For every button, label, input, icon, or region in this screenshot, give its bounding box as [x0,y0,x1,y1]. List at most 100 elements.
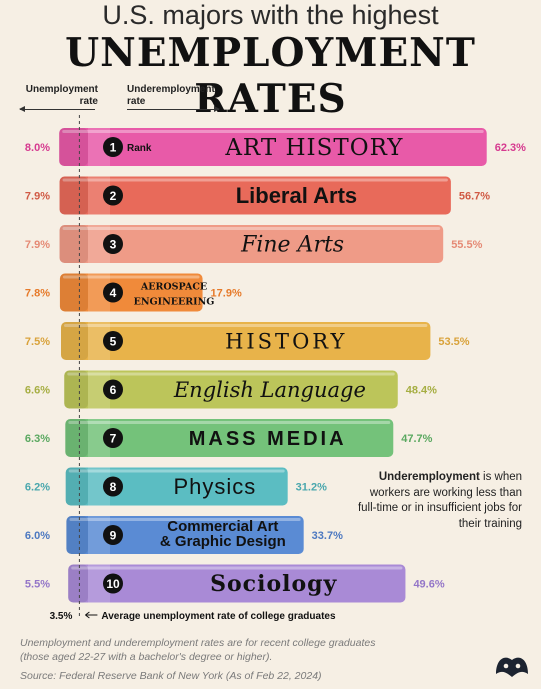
rank-number-9: 9 [110,529,117,543]
bar-10 [68,564,406,603]
unemployment-axis-label-line1: Unemployment [25,84,98,95]
page-title: UNEMPLOYMENT RATES [65,30,476,122]
unemployment-value-7: 6.3% [25,433,50,445]
title-top: U.S. majors with the highest [102,0,439,30]
major-name-9-line1: Commercial Art [167,518,278,535]
major-name-6: English Language [173,378,366,402]
unemployment-segment-3 [59,225,88,263]
underemployment-value-5: 53.5% [438,336,469,348]
spine-7 [88,419,110,457]
unemployment-segment-2 [59,176,88,215]
rank-badge-2 [103,185,123,206]
underemployment-value-3: 55.5% [451,239,482,251]
bar-8 [65,467,288,506]
spine-3 [88,225,110,263]
bar-row-2: 2 7.9% 56.7% Liberal Arts [25,176,490,215]
major-name-3: Fine Arts [240,233,344,258]
footnote-line2: (those aged 22-27 with a bachelor's degr… [20,651,273,663]
unemployment-segment-1 [59,128,88,166]
major-name-9-line2: & Graphic Design [160,533,286,550]
underemployment-value-8: 31.2% [296,482,327,494]
rank-badge-3 [103,234,123,254]
major-name-8: Physics [173,474,256,499]
average-label: Average unemployment rate of college gra… [101,611,336,622]
rank-number-3: 3 [110,238,117,252]
bar-9 [66,516,304,554]
bar-1 [59,128,487,166]
bar-row-8: 8 6.2% 31.2% Physics [25,467,327,506]
right-arrow-icon [127,106,220,112]
major-name-4-line2: ENGINEERING [134,297,215,308]
spine-6 [88,370,110,409]
bar-edge-5 [64,324,428,327]
bar-edge-1 [62,130,484,133]
underemployment-value-1: 62.3% [495,142,526,154]
underemployment-value-10: 49.6% [413,579,444,591]
rank-badge-7 [103,428,123,448]
rank-number-2: 2 [110,189,117,203]
left-arrow-icon [19,106,95,112]
unemployment-value-10: 5.5% [25,579,50,591]
bar-edge-2 [62,178,448,182]
unemployment-value-5: 7.5% [25,336,50,348]
rank-badge-5 [103,331,123,351]
rank-number-5: 5 [110,335,117,349]
bar-edge-6 [67,372,395,376]
underemployment-value-6: 48.4% [406,385,437,397]
rank-label: Rank [127,143,152,154]
bar-row-10: 10 5.5% 49.6% Sociology [25,564,445,603]
bar-edge-8 [68,469,285,473]
rank-badge-8 [103,476,123,497]
unemployment-segment-6 [64,370,88,409]
bar-row-9: 9 6.0% 33.7% Commercial Art& Graphic Design [25,516,343,554]
rank-badge-10 [103,573,123,594]
bar-edge-7 [68,421,391,424]
unemployment-value-9: 6.0% [25,530,50,542]
major-name-10: Sociology [210,571,337,597]
underemployment-value-2: 56.7% [459,191,490,203]
underemployment-axis-label: Underemployment rate [127,84,215,108]
bar-2 [59,176,451,215]
underemployment-axis-label-line1: Underemployment [127,84,215,95]
spine-4 [88,273,110,312]
major-name-7: MASS MEDIA [189,428,347,450]
major-name-1: ART HISTORY [224,135,403,161]
rank-number-8: 8 [110,480,117,494]
underemployment-value-4: 17.9% [211,288,242,300]
bar-edge-4 [62,275,200,279]
source: Source: Federal Reserve Bank of New York… [20,670,322,682]
bar-row-3: 3 7.9% 55.5% Fine Arts [25,225,483,263]
rank-badge-1 [103,137,123,157]
rank-badge-9 [103,525,123,545]
rank-badge-6 [103,379,123,400]
unemployment-value-2: 7.9% [25,191,50,203]
unemployment-value-1: 8.0% [25,142,50,154]
rank-number-10: 10 [106,577,120,591]
footnote-line1: Unemployment and underemployment rates a… [20,637,376,649]
bar-6 [64,370,398,409]
bar-row-7: 7 6.3% 47.7% MASS MEDIA [25,419,433,457]
note-bold: Underemployment [378,471,480,483]
bar-edge-10 [71,566,403,570]
unemployment-segment-9 [66,516,88,554]
unemployment-segment-4 [59,273,88,312]
major-name-5: HISTORY [225,329,347,353]
rank-number-6: 6 [110,383,117,397]
bar-7 [65,419,394,457]
unemployment-segment-10 [68,564,88,603]
spine-9 [88,516,110,554]
rank-badge-4 [103,282,123,303]
rank-number-1: 1 [110,141,117,155]
unemployment-axis-label-line2: rate [79,96,98,107]
unemployment-value-3: 7.9% [25,239,50,251]
note-text: is when workers are working less than fu… [357,471,522,530]
unemployment-value-8: 6.2% [25,482,50,494]
unemployment-value-6: 6.6% [25,385,50,397]
underemployment-value-7: 47.7% [401,433,432,445]
bar-row-5: 5 7.5% 53.5% HISTORY [25,322,470,360]
bar-edge-3 [62,227,441,230]
average-arrow-icon [85,611,98,619]
rank-number-4: 4 [110,286,117,300]
bar-row-4: 4 7.8% 17.9% AEROSPACE ENGINEERING [25,273,242,312]
